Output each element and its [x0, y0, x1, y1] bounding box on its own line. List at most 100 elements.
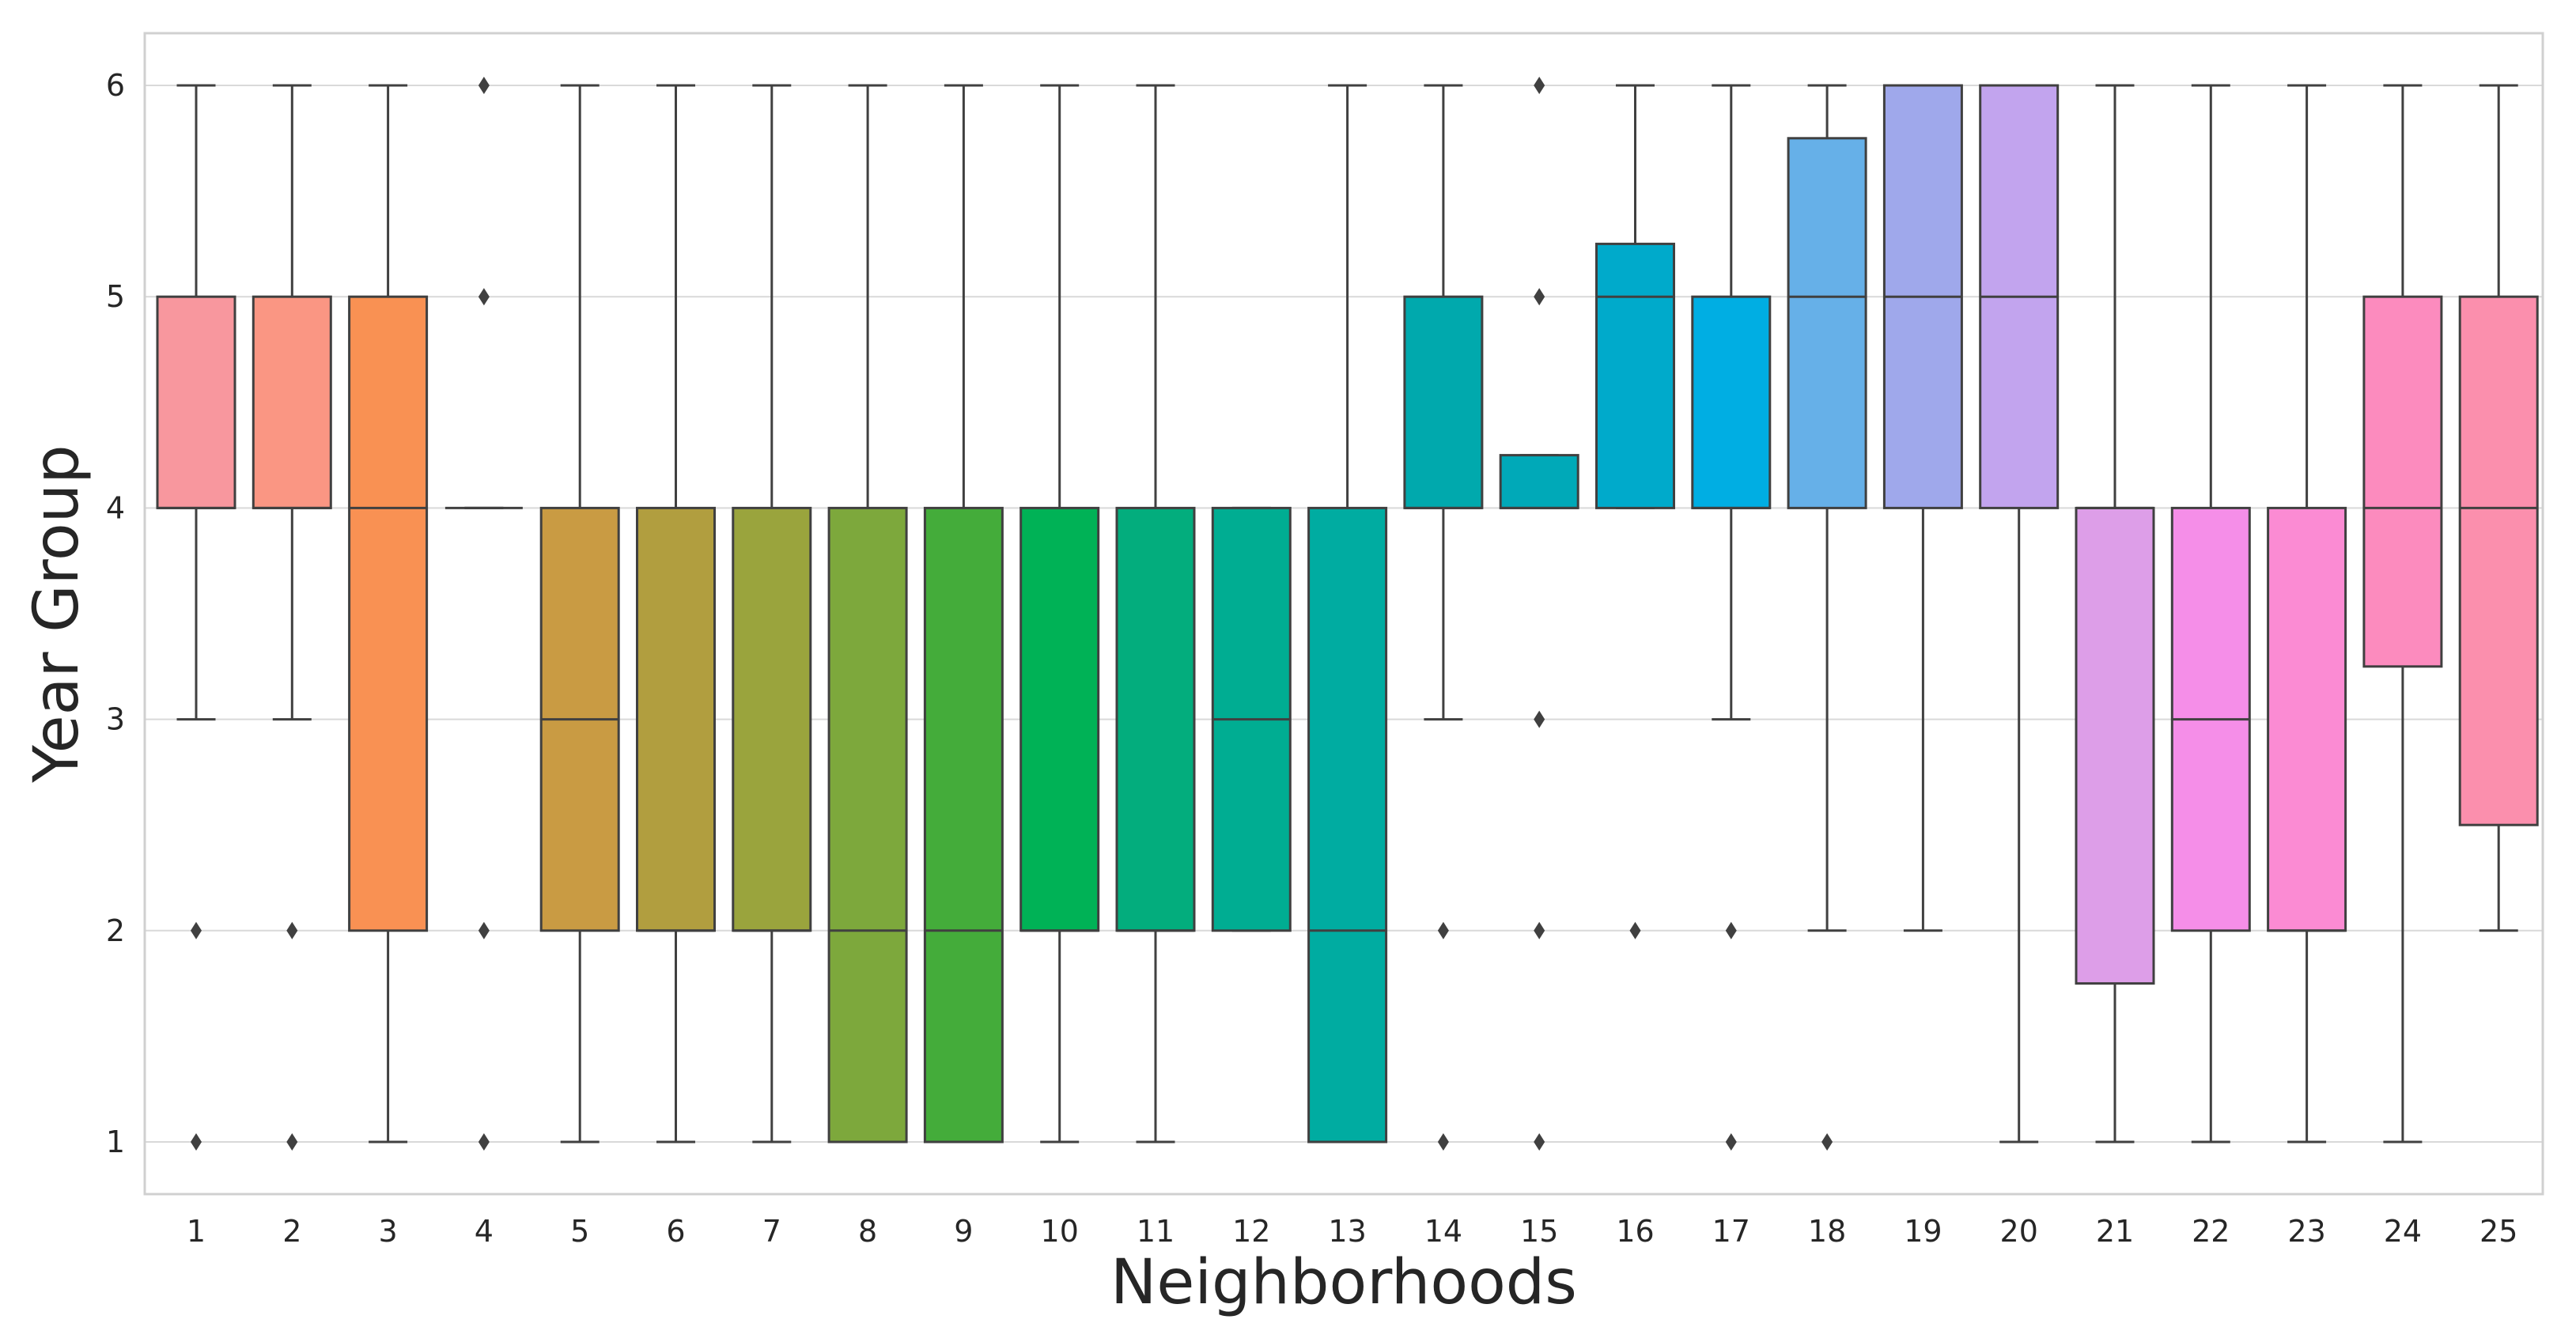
iqr-box: [1115, 506, 1196, 932]
box-group-7: [732, 84, 812, 1144]
box-group-12: [1211, 506, 1292, 932]
outlier-point: [1629, 921, 1641, 939]
x-tick-label-24: 24: [2384, 1214, 2422, 1249]
x-tick-label-8: 8: [858, 1214, 877, 1249]
box-group-16: [1595, 84, 1675, 939]
x-tick-label-18: 18: [1808, 1214, 1846, 1249]
iqr-box: [1595, 242, 1675, 509]
x-tick-label-14: 14: [1424, 1214, 1462, 1249]
x-tick-label-15: 15: [1520, 1214, 1558, 1249]
iqr-box: [923, 506, 1004, 1144]
box-group-19: [1882, 84, 1963, 932]
box-group-23: [2267, 84, 2347, 1144]
box-group-4: [444, 77, 523, 1151]
outlier-point: [1725, 921, 1737, 939]
box-group-15: [1499, 77, 1579, 1151]
y-tick-label-1: 1: [106, 1125, 125, 1159]
box-group-10: [1019, 84, 1100, 1144]
box-group-8: [827, 84, 908, 1144]
box-group-13: [1307, 84, 1388, 1144]
box-group-14: [1403, 84, 1484, 1151]
y-tick-labels: 1 2 3 4 5 6: [106, 68, 125, 1159]
iqr-box: [1787, 137, 1867, 509]
y-tick-label-5: 5: [106, 279, 125, 314]
x-tick-labels: 1 2 3 4 5 6 7 8 9 10 11 12 13 14 15 16 17 18 19 20 21 22 23 24 2…: [187, 1214, 2517, 1249]
box-group-18: [1787, 84, 1867, 1151]
iqr-box: [156, 295, 236, 509]
iqr-box: [827, 506, 908, 1144]
x-tick-label-11: 11: [1137, 1214, 1175, 1249]
iqr-box: [2267, 506, 2347, 932]
y-tick-label-3: 3: [106, 702, 125, 737]
iqr-box: [2075, 506, 2155, 985]
iqr-box: [636, 506, 716, 932]
y-tick-label-2: 2: [106, 913, 125, 948]
iqr-box: [1691, 295, 1772, 509]
outlier-point: [1534, 921, 1545, 939]
y-tick-label-4: 4: [106, 490, 125, 525]
x-tick-label-13: 13: [1328, 1214, 1366, 1249]
iqr-box: [252, 295, 332, 509]
box-group-3: [348, 84, 429, 1144]
x-tick-label-17: 17: [1712, 1214, 1750, 1249]
iqr-box: [348, 295, 429, 932]
x-tick-label-2: 2: [282, 1214, 301, 1249]
x-tick-label-10: 10: [1041, 1214, 1079, 1249]
outlier-point: [1534, 1133, 1545, 1151]
box-group-17: [1691, 84, 1772, 1151]
x-tick-label-22: 22: [2192, 1214, 2230, 1249]
box-group-22: [2170, 84, 2251, 1144]
x-tick-label-6: 6: [666, 1214, 685, 1249]
outlier-point: [191, 1133, 202, 1151]
x-tick-label-20: 20: [2000, 1214, 2038, 1249]
outlier-point: [191, 921, 202, 939]
x-tick-label-4: 4: [475, 1214, 494, 1249]
plot-area-frame: [143, 32, 2544, 1196]
box-group-9: [923, 84, 1004, 1144]
box-group-6: [636, 84, 716, 1144]
box-group-24: [2362, 84, 2443, 1144]
x-tick-label-19: 19: [1904, 1214, 1942, 1249]
iqr-box: [1019, 506, 1100, 932]
outlier-point: [286, 921, 298, 939]
outlier-point: [1437, 921, 1449, 939]
iqr-box: [1403, 295, 1484, 509]
y-axis-title: Year Group: [21, 444, 93, 783]
x-tick-label-9: 9: [954, 1214, 973, 1249]
iqr-box: [1307, 506, 1388, 1144]
box-group-20: [1979, 84, 2060, 1144]
x-tick-label-1: 1: [187, 1214, 206, 1249]
outlier-point: [478, 921, 490, 939]
x-tick-label-5: 5: [570, 1214, 589, 1249]
x-tick-label-23: 23: [2287, 1214, 2325, 1249]
boxes: [156, 77, 2539, 1151]
iqr-box: [732, 506, 812, 932]
outlier-point: [1534, 288, 1545, 306]
box-group-5: [539, 84, 620, 1144]
box-group-11: [1115, 84, 1196, 1144]
box-group-21: [2075, 84, 2155, 1144]
x-tick-label-16: 16: [1616, 1214, 1654, 1249]
outlier-point: [286, 1133, 298, 1151]
outlier-point: [478, 288, 490, 306]
outlier-point: [1725, 1133, 1737, 1151]
x-axis-title: Neighborhoods: [1110, 1247, 1577, 1318]
iqr-box: [1499, 454, 1579, 509]
outlier-point: [1437, 1133, 1449, 1151]
x-tick-label-12: 12: [1232, 1214, 1270, 1249]
box-group-25: [2458, 84, 2539, 932]
iqr-box: [2362, 295, 2443, 668]
outlier-point: [1534, 710, 1545, 728]
y-tick-label-6: 6: [106, 68, 125, 103]
iqr-box: [2458, 295, 2539, 826]
box-group-1: [156, 84, 236, 1151]
outlier-point: [1821, 1133, 1833, 1151]
outlier-point: [478, 1133, 490, 1151]
x-tick-label-21: 21: [2096, 1214, 2134, 1249]
x-tick-label-25: 25: [2480, 1214, 2517, 1249]
x-tick-label-3: 3: [379, 1214, 398, 1249]
x-tick-label-7: 7: [762, 1214, 781, 1249]
box-group-2: [252, 84, 332, 1151]
